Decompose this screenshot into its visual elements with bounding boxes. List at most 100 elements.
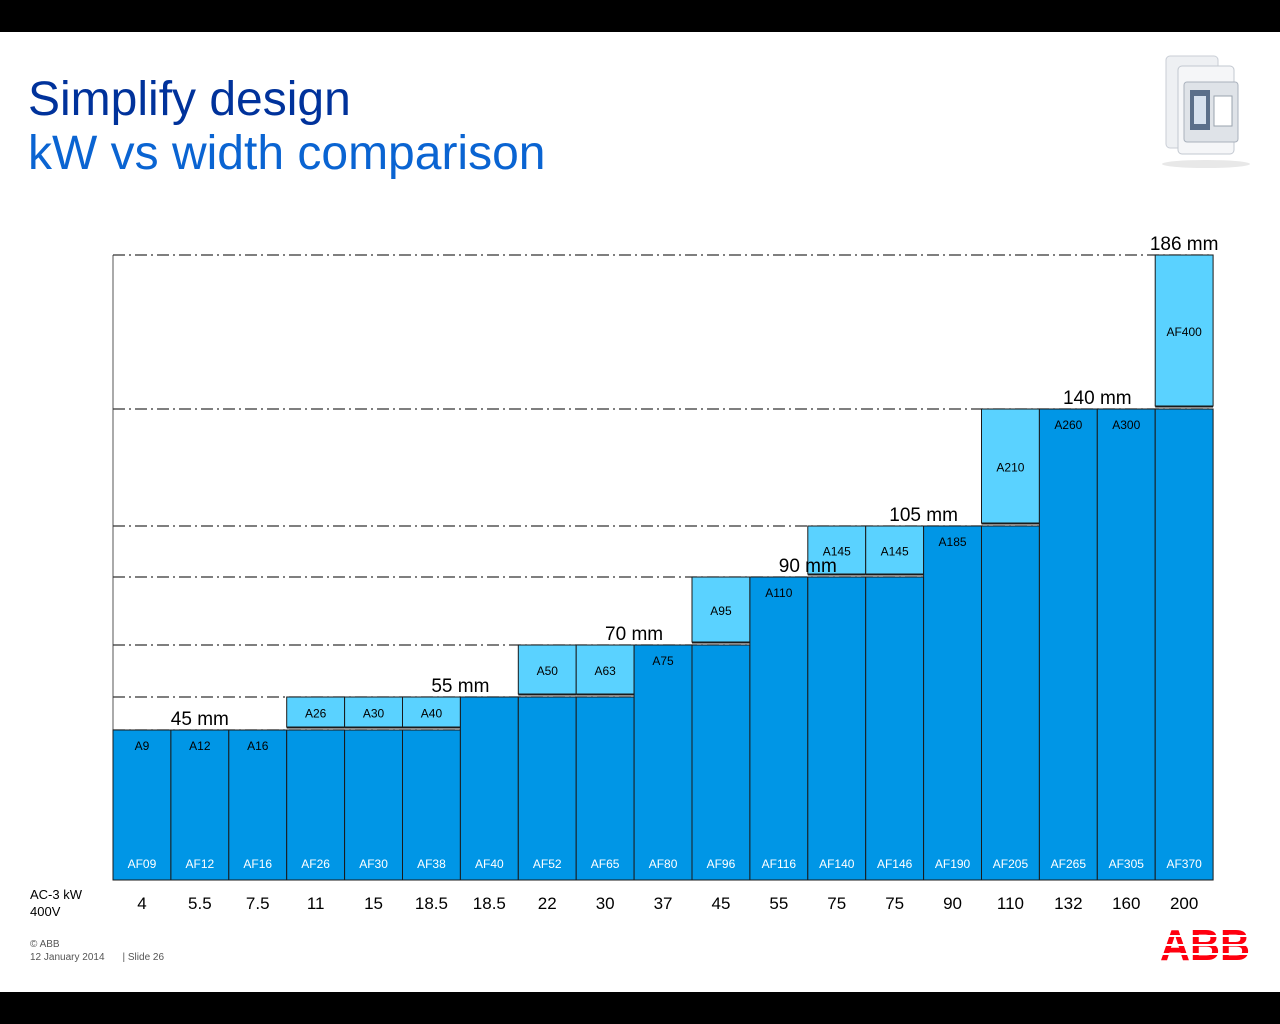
af-bar — [865, 576, 925, 881]
x-tick-label: 22 — [538, 894, 557, 913]
reference-label-140: 140 mm — [1063, 388, 1132, 409]
af-bar-label: AF205 — [993, 857, 1029, 871]
x-tick-label: 55 — [769, 894, 788, 913]
footer-copyright: © ABB — [30, 939, 60, 950]
af-bar-label: AF265 — [1051, 857, 1087, 871]
chart-bars — [112, 254, 1214, 881]
af-bar — [402, 729, 461, 881]
x-tick-label: 110 — [997, 894, 1024, 913]
x-tick-label: 75 — [885, 894, 904, 913]
af-bar — [923, 525, 982, 881]
a-bar-label: A75 — [652, 654, 674, 668]
af-bar-label: AF38 — [417, 857, 446, 871]
af-bar-label: AF12 — [186, 857, 215, 871]
af-bar-label: AF80 — [649, 857, 678, 871]
x-tick-label: 37 — [654, 894, 673, 913]
x-tick-label: 18.5 — [473, 894, 506, 913]
a-bar-label: A63 — [594, 664, 616, 678]
af-bar — [517, 696, 577, 881]
af-bar — [633, 644, 693, 881]
a-bar-label: A26 — [305, 707, 327, 721]
af-bar — [344, 729, 404, 881]
a-bar-label: A16 — [247, 739, 269, 753]
reference-label-105: 105 mm — [889, 505, 958, 526]
af-bar-label: AF26 — [301, 857, 330, 871]
reference-label-45: 45 mm — [171, 709, 229, 730]
x-tick-label: 11 — [307, 894, 325, 913]
a-bar-label: A210 — [996, 461, 1024, 475]
footer: © ABB 12 January 2014 | Slide 26 — [30, 938, 164, 964]
af-bar-label: AF140 — [819, 857, 855, 871]
a-bar-label: A95 — [710, 604, 732, 618]
af-bar-label: AF305 — [1109, 857, 1145, 871]
a-bar-label: A145 — [823, 545, 851, 559]
x-tick-label: 90 — [943, 894, 962, 913]
af-bar-label: AF65 — [591, 857, 620, 871]
a-bar-label: A145 — [881, 545, 909, 559]
x-tick-label: 45 — [711, 894, 730, 913]
a-bar — [402, 696, 461, 728]
footer-date: 12 January 2014 — [30, 952, 105, 963]
af-bar-label: AF370 — [1166, 857, 1202, 871]
x-tick-label: 15 — [364, 894, 383, 913]
a-bar — [344, 696, 404, 728]
af-bar — [1096, 408, 1156, 881]
a-bar — [1154, 254, 1214, 407]
af-bar-label: AF116 — [762, 857, 797, 871]
af-bar — [286, 729, 346, 881]
af-bar — [228, 729, 288, 881]
x-tick-label: 18.5 — [415, 894, 448, 913]
reference-label-70: 70 mm — [605, 624, 663, 645]
af-bar-label: AF190 — [935, 857, 971, 871]
af-bar — [691, 644, 751, 881]
af-bar — [575, 696, 635, 881]
af-bar-label: AF52 — [533, 857, 562, 871]
a-bar-label: A300 — [1112, 418, 1140, 432]
x-tick-label: 5.5 — [188, 894, 212, 913]
af-bar — [459, 696, 519, 881]
x-tick-label: 132 — [1054, 894, 1082, 913]
a-bar-label: A12 — [189, 739, 211, 753]
reference-label-186: 186 mm — [1150, 234, 1219, 255]
a-bar-label: A40 — [421, 707, 443, 721]
af-bar-label: AF16 — [243, 857, 272, 871]
kw-vs-width-chart: 45 mm 55 mm 70 mm 90 mm 105 mm 140 mm 186 mm AF… — [112, 234, 1219, 913]
top-black-band — [0, 0, 1280, 32]
x-axis-label-line2: 400V — [30, 904, 61, 919]
slide-title: Simplify design — [28, 73, 351, 126]
af-bar — [1154, 408, 1214, 881]
af-bar-label: AF96 — [707, 857, 736, 871]
a-bar-label: AF400 — [1166, 325, 1202, 339]
footer-slide-number: | Slide 26 — [122, 952, 165, 963]
af-bar — [981, 525, 1040, 881]
af-bar — [170, 729, 230, 881]
reference-label-90: 90 mm — [779, 556, 837, 577]
slide-subtitle: kW vs width comparison — [28, 127, 546, 180]
contactor-product-icon — [1162, 55, 1250, 168]
chart-labels: 45 mm 55 mm 70 mm 90 mm 105 mm 140 mm 186 mm AF… — [128, 234, 1219, 913]
a-bar-label: A110 — [765, 586, 792, 600]
a-bar — [575, 644, 635, 695]
x-axis-label-line1: AC-3 kW — [30, 887, 82, 902]
x-axis-label: AC-3 kW 400V — [30, 886, 82, 920]
x-tick-label: 160 — [1112, 894, 1140, 913]
a-bar-label: A9 — [135, 739, 150, 753]
a-bar-label: A50 — [537, 664, 559, 678]
af-bar-label: AF40 — [475, 857, 504, 871]
a-bar-label: A260 — [1054, 418, 1082, 432]
abb-logo: ABB — [1158, 922, 1252, 966]
x-tick-label: 4 — [137, 894, 146, 913]
af-bar — [112, 729, 172, 881]
a-bar-label: A185 — [939, 535, 967, 549]
x-tick-label: 7.5 — [246, 894, 270, 913]
af-bar-label: AF09 — [128, 857, 157, 871]
a-bar-label: A30 — [363, 707, 385, 721]
af-bar — [1038, 408, 1098, 881]
x-tick-label: 200 — [1170, 894, 1198, 913]
af-bar — [749, 576, 809, 881]
a-bar — [807, 525, 867, 575]
a-bar — [981, 408, 1040, 524]
bottom-black-band — [0, 992, 1280, 1024]
af-bar-label: AF30 — [359, 857, 388, 871]
x-tick-label: 75 — [827, 894, 846, 913]
